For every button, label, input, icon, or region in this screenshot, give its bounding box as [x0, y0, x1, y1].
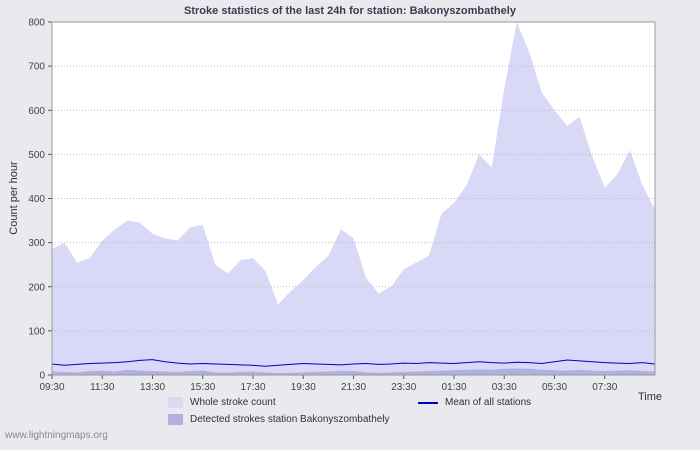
svg-text:03:30: 03:30: [492, 382, 517, 393]
svg-text:23:30: 23:30: [391, 382, 416, 393]
legend-label-detected-strokes: Detected strokes station Bakonyszombathe…: [190, 414, 390, 425]
legend-label-mean-of-all-stations: Mean of all stations: [445, 397, 532, 408]
svg-text:700: 700: [28, 62, 45, 73]
mean-line-swatch: [418, 401, 438, 404]
svg-text:15:30: 15:30: [190, 382, 215, 393]
chart-title: Stroke statistics of the last 24h for st…: [184, 5, 516, 17]
legend-item-mean-of-all-stations: Mean of all stations: [418, 397, 531, 408]
svg-text:11:30: 11:30: [90, 382, 115, 393]
x-axis-label: Time: [637, 391, 662, 403]
svg-text:600: 600: [28, 106, 45, 117]
svg-text:01:30: 01:30: [441, 382, 466, 393]
svg-text:07:30: 07:30: [592, 382, 617, 393]
svg-text:17:30: 17:30: [240, 382, 265, 393]
whole-stroke-count-swatch: [168, 397, 183, 408]
svg-text:21:30: 21:30: [341, 382, 366, 393]
svg-text:800: 800: [28, 18, 45, 29]
svg-text:05:30: 05:30: [542, 382, 567, 393]
legend-item-whole-stroke-count: Whole stroke count: [168, 397, 276, 408]
legend-label-whole-stroke-count: Whole stroke count: [190, 397, 276, 408]
svg-text:500: 500: [28, 150, 45, 161]
svg-text:300: 300: [28, 238, 45, 249]
svg-text:0: 0: [39, 371, 45, 382]
svg-text:19:30: 19:30: [291, 382, 316, 393]
svg-text:200: 200: [28, 282, 45, 293]
svg-text:13:30: 13:30: [140, 382, 165, 393]
svg-text:100: 100: [28, 326, 45, 337]
detected-strokes-swatch: [168, 414, 183, 425]
legend-item-detected-strokes: Detected strokes station Bakonyszombathe…: [168, 414, 390, 425]
svg-text:09:30: 09:30: [39, 382, 64, 393]
svg-text:400: 400: [28, 194, 45, 205]
site-link[interactable]: www.lightningmaps.org: [5, 430, 108, 441]
